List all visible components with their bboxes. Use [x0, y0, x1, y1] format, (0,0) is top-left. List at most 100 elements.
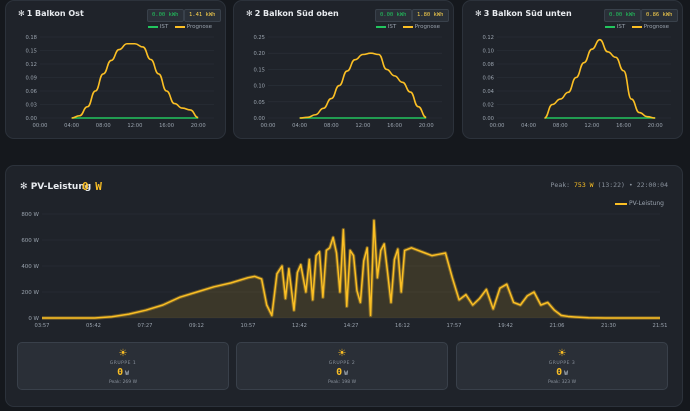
- sun-icon: ✻: [475, 9, 482, 18]
- prognose-badge: 1.41 kWh: [184, 9, 221, 22]
- y-tick-label: 0.15: [25, 49, 37, 55]
- legend-ist-label: IST: [387, 24, 397, 30]
- x-tick-label: 08:00: [96, 123, 111, 129]
- y-tick-label: 0.10: [482, 49, 494, 55]
- x-tick-label: 19:42: [498, 323, 513, 329]
- y-tick-label: 0.03: [25, 103, 37, 109]
- x-tick-label: 12:00: [127, 123, 142, 129]
- x-tick-label: 05:42: [86, 323, 101, 329]
- x-tick-label: 08:00: [553, 123, 568, 129]
- pv-leistung-card: ✻ PV-Leistung 0 W Peak: 753 W (13:22) • …: [5, 165, 683, 407]
- sun-icon: ☀: [118, 348, 128, 359]
- card-title: 3 Balkon Süd unten: [483, 9, 572, 18]
- group-unit: W: [564, 370, 568, 377]
- prognose-series-line: [544, 38, 656, 119]
- group-name: GRUPPE 1: [109, 361, 137, 366]
- group-value: 0: [117, 367, 124, 378]
- group-unit: W: [125, 370, 129, 377]
- group-peak: Peak: 323 W: [547, 380, 577, 385]
- x-tick-label: 08:00: [324, 123, 339, 129]
- x-tick-label: 00:00: [33, 123, 48, 129]
- y-tick-label: 800 W: [21, 212, 39, 218]
- forecast-chart: 0.00 0.05 0.10 0.15 0.20 0.25 00:00 04:00 08:00 1…: [253, 35, 442, 129]
- group-name: GRUPPE 2: [328, 361, 356, 366]
- legend-prognose-label: Prognose: [186, 24, 213, 30]
- y-tick-label: 0.12: [25, 62, 37, 68]
- peak-info: Peak: 753 W (13:22) • 22:00:04: [551, 181, 668, 189]
- legend-ist-marker: [605, 25, 615, 28]
- chart-legend[interactable]: IST Prognose: [376, 24, 440, 30]
- peak-time: (13:22): [597, 181, 625, 189]
- chart-legend[interactable]: IST Prognose: [605, 24, 669, 30]
- x-tick-label: 16:00: [387, 123, 402, 129]
- y-tick-label: 0.15: [253, 67, 265, 73]
- y-tick-label: 0.18: [25, 35, 37, 41]
- pv-title: PV-Leistung: [30, 182, 92, 192]
- x-tick-label: 17:57: [447, 323, 462, 329]
- x-tick-label: 16:00: [159, 123, 174, 129]
- prognose-badge: 1.80 kWh: [412, 9, 449, 22]
- x-tick-label: 00:00: [490, 123, 505, 129]
- x-tick-label: 21:30: [601, 323, 616, 329]
- pv-area-fill: [42, 220, 660, 318]
- forecast-chart: 0.00 0.03 0.06 0.09 0.12 0.15 0.18 00:00 04:00 08…: [25, 35, 214, 129]
- x-tick-label: 20:00: [648, 123, 663, 129]
- legend-prognose-label: Prognose: [643, 24, 670, 30]
- y-tick-label: 200 W: [21, 290, 39, 296]
- x-tick-label: 16:12: [395, 323, 410, 329]
- sun-icon: ✻: [18, 9, 25, 18]
- y-tick-label: 0.20: [253, 51, 265, 57]
- x-tick-label: 12:00: [355, 123, 370, 129]
- card-title: 1 Balkon Ost: [26, 9, 84, 18]
- chart-legend[interactable]: IST Prognose: [148, 24, 212, 30]
- group-name: GRUPPE 3: [548, 361, 576, 366]
- group-unit: W: [344, 370, 348, 377]
- pv-legend[interactable]: PV-Leistung: [615, 200, 664, 207]
- ist-badge: 0.00 kWh: [147, 9, 184, 22]
- x-tick-label: 14:27: [344, 323, 359, 329]
- sun-icon: ☀: [337, 348, 347, 359]
- x-tick-label: 16:00: [616, 123, 631, 129]
- x-tick-label: 04:00: [521, 123, 536, 129]
- x-tick-label: 12:42: [292, 323, 307, 329]
- peak-separator: •: [628, 181, 633, 189]
- prognose-series-line: [299, 52, 427, 119]
- legend-prognose-marker: [402, 25, 413, 28]
- x-tick-label: 21:51: [653, 323, 668, 329]
- prognose-series-line: [71, 42, 199, 119]
- legend-ist-marker: [148, 25, 158, 28]
- group-value: 0: [556, 367, 563, 378]
- x-tick-label: 00:00: [261, 123, 276, 129]
- pv-series-line: [42, 219, 660, 319]
- y-tick-label: 0.00: [482, 116, 494, 122]
- legend-prognose-label: Prognose: [414, 24, 441, 30]
- sun-icon: ✻: [20, 182, 28, 192]
- timestamp: 22:00:04: [636, 181, 668, 189]
- legend-ist-label: IST: [616, 24, 626, 30]
- x-tick-label: 20:00: [191, 123, 206, 129]
- peak-value: 753 W: [574, 181, 594, 189]
- legend-pv-marker: [615, 202, 628, 205]
- y-tick-label: 0.06: [25, 89, 37, 95]
- y-tick-label: 0.25: [253, 35, 265, 41]
- y-tick-label: 0.00: [25, 116, 37, 122]
- ist-badge: 0.00 kWh: [604, 9, 641, 22]
- x-tick-label: 12:00: [584, 123, 599, 129]
- x-tick-label: 10:57: [241, 323, 256, 329]
- ist-badge: 0.00 kWh: [375, 9, 412, 22]
- forecast-chart: 0.00 0.02 0.04 0.06 0.08 0.10 0.12 00:00 04:00 08…: [482, 35, 671, 129]
- y-tick-label: 0 W: [28, 316, 39, 322]
- y-tick-label: 0.12: [482, 35, 494, 41]
- peak-label: Peak:: [550, 181, 571, 189]
- x-tick-label: 04:00: [64, 123, 79, 129]
- group-value: 0: [336, 367, 343, 378]
- pv-leistung-chart: 0 W 200 W 400 W 600 W 800 W 03:57 05:42 07:27 09…: [21, 212, 668, 329]
- x-tick-label: 03:57: [35, 323, 50, 329]
- y-tick-label: 0.06: [482, 76, 494, 82]
- y-tick-label: 600 W: [21, 238, 39, 244]
- y-tick-label: 0.00: [253, 116, 265, 122]
- group-peak: Peak: 198 W: [327, 380, 357, 385]
- group-peak: Peak: 269 W: [108, 380, 138, 385]
- y-tick-label: 0.04: [482, 89, 494, 95]
